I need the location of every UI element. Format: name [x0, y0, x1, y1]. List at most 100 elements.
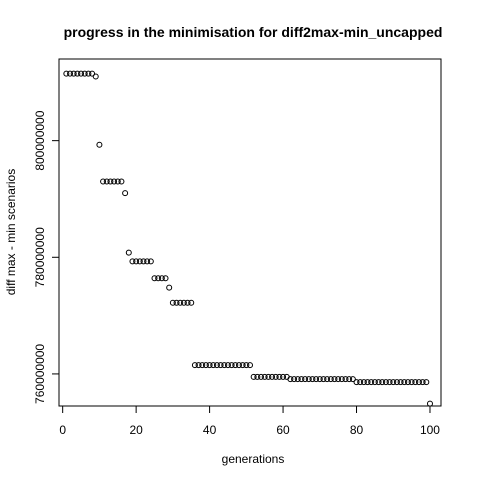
data-point [232, 362, 239, 369]
data-point [412, 379, 419, 386]
data-point [103, 178, 110, 185]
x-tick-label: 100 [420, 423, 440, 437]
data-point [243, 362, 250, 369]
data-point [147, 258, 154, 265]
data-point [210, 362, 217, 369]
x-tick-label: 80 [350, 423, 364, 437]
data-point [426, 400, 433, 407]
data-point [291, 376, 298, 383]
data-point [195, 362, 202, 369]
data-point [254, 373, 261, 380]
data-point [371, 379, 378, 386]
data-point [397, 379, 404, 386]
data-point [122, 190, 129, 197]
data-point [346, 376, 353, 383]
data-point [85, 70, 92, 77]
data-point [375, 379, 382, 386]
data-point [89, 70, 96, 77]
data-point [276, 373, 283, 380]
data-point [379, 379, 386, 386]
x-axis-label: generations [222, 452, 285, 466]
data-point [188, 299, 195, 306]
data-point [316, 376, 323, 383]
data-point [309, 376, 316, 383]
data-point [224, 362, 231, 369]
data-point [136, 258, 143, 265]
x-tick-label: 0 [59, 423, 66, 437]
chart-title: progress in the minimisation for diff2ma… [64, 24, 443, 40]
data-point [382, 379, 389, 386]
data-point [265, 373, 272, 380]
y-tick-label: 800000000 [33, 110, 47, 170]
data-point [140, 258, 147, 265]
data-point [63, 70, 70, 77]
data-point [118, 178, 125, 185]
data-point [353, 379, 360, 386]
data-point [258, 373, 265, 380]
data-point [70, 70, 77, 77]
data-point [228, 362, 235, 369]
x-tick-label: 40 [203, 423, 217, 437]
data-point [158, 275, 165, 282]
data-point [162, 275, 169, 282]
data-point [368, 379, 375, 386]
data-point [180, 299, 187, 306]
data-point [338, 376, 345, 383]
data-point [419, 379, 426, 386]
data-point [221, 362, 228, 369]
plot-frame [58, 58, 442, 407]
data-point [96, 141, 103, 148]
data-point [305, 376, 312, 383]
data-point [360, 379, 367, 386]
data-point [250, 373, 257, 380]
data-point [247, 362, 253, 369]
data-point [81, 70, 88, 77]
data-point [280, 373, 287, 380]
y-axis: 760000000 780000000 800000000 [33, 110, 60, 404]
data-point [199, 362, 206, 369]
x-axis: 0 20 40 60 80 100 [59, 405, 440, 437]
data-point [206, 362, 213, 369]
data-point [169, 299, 176, 306]
data-point [335, 376, 342, 383]
data-point [114, 178, 121, 185]
data-point [298, 376, 305, 383]
data-point [386, 379, 393, 386]
data-point [302, 376, 309, 383]
data-point [155, 275, 162, 282]
data-point [294, 376, 301, 383]
data-point [202, 362, 209, 369]
data-point [408, 379, 415, 386]
y-axis-label: diff max - min scenarios [4, 169, 18, 296]
data-point [349, 376, 356, 383]
data-point [261, 373, 268, 380]
data-point [100, 178, 107, 185]
data-point [364, 379, 371, 386]
x-tick-label: 20 [129, 423, 143, 437]
data-point [331, 376, 338, 383]
data-point [74, 70, 81, 77]
data-point [423, 379, 430, 386]
data-point [177, 299, 184, 306]
data-point [217, 362, 224, 369]
data-point [357, 379, 364, 386]
data-point [144, 258, 151, 265]
y-tick-label: 780000000 [33, 227, 47, 287]
data-point [107, 178, 114, 185]
data-point [401, 379, 408, 386]
data-point [129, 258, 136, 265]
data-point [287, 376, 294, 383]
data-point [327, 376, 334, 383]
data-point [393, 379, 400, 386]
data-point [78, 70, 85, 77]
data-point [404, 379, 411, 386]
data-point [111, 178, 118, 185]
data-point [173, 299, 180, 306]
data-point [235, 362, 242, 369]
data-point [151, 275, 158, 282]
data-point [125, 249, 132, 256]
y-tick-label: 760000000 [33, 344, 47, 404]
data-point [239, 362, 246, 369]
data-point [320, 376, 327, 383]
